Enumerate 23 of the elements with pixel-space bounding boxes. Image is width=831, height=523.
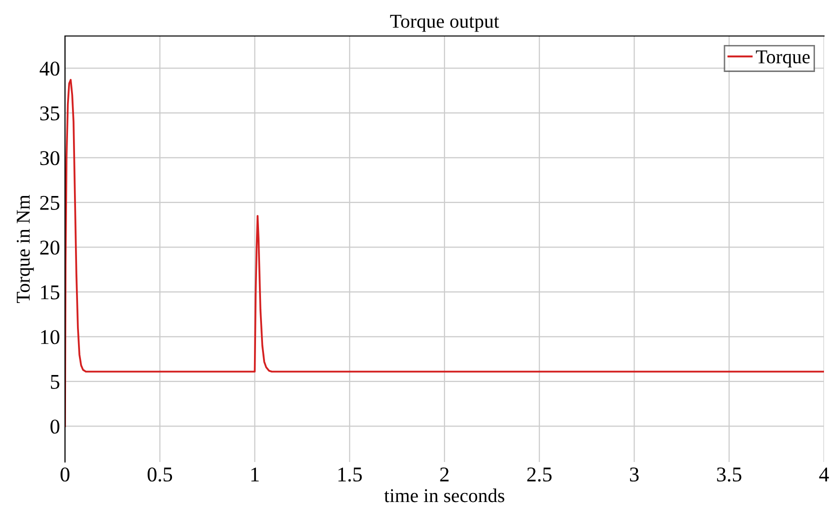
- x-tick-label: 0: [60, 467, 70, 482]
- y-tick-label: 40: [40, 62, 60, 76]
- legend-label: Torque: [756, 50, 810, 68]
- chart-title: Torque output: [390, 14, 500, 32]
- y-tick-label: 35: [40, 106, 60, 120]
- x-tick-label: 1: [251, 468, 259, 482]
- line-series: [65, 78, 824, 428]
- x-tick-label: 4: [819, 468, 829, 482]
- y-tick-label: 5: [50, 375, 60, 389]
- y-tick-label: 30: [40, 151, 60, 166]
- x-tick-label: 3.5: [717, 468, 742, 482]
- x-tick-label: 1.5: [338, 468, 362, 482]
- y-tick-label: 10: [41, 330, 60, 344]
- y-tick-label: 20: [40, 240, 60, 255]
- y-tick-label: 0: [50, 420, 60, 434]
- y-tick-label: 25: [40, 196, 60, 210]
- x-tick-label: 0.5: [148, 467, 172, 482]
- y-tick-label: 15: [41, 285, 60, 300]
- x-tick-label: 2: [440, 468, 449, 482]
- y-axis-title: Torque in Nm: [16, 194, 34, 304]
- x-axis-title: time in seconds: [384, 488, 504, 502]
- x-tick-label: 3: [630, 468, 639, 482]
- x-tick-label: 2.5: [527, 468, 552, 482]
